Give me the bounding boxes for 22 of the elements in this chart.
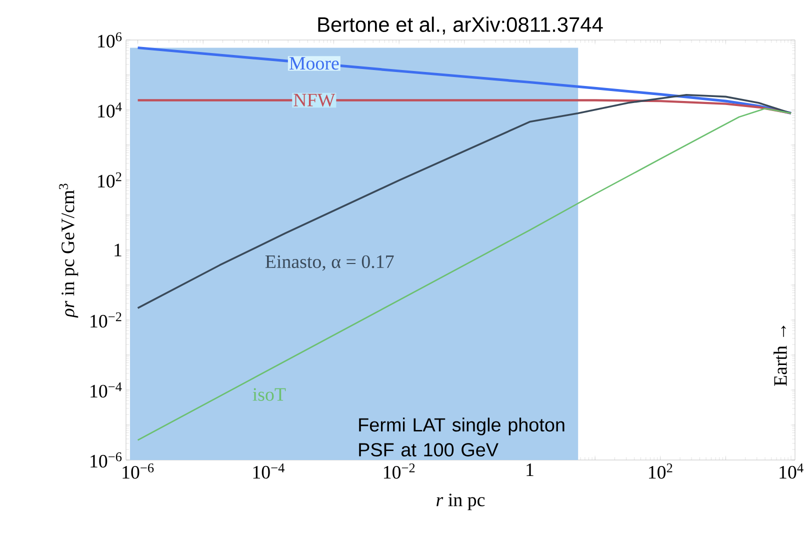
y-axis-title: ρr in pc GeV/cm$^{3}$ [59, 184, 78, 318]
y-tick-label: 10$^{−6}$ [90, 452, 122, 468]
y-tick-label: 10$^{4}$ [98, 102, 122, 118]
series-label: Moore [289, 57, 339, 70]
chart-title: Bertone et al., arXiv:0811.3744 [318, 16, 603, 34]
y-tick-label: 10$^{6}$ [98, 32, 122, 48]
y-tick-label: 10$^{−4}$ [90, 382, 122, 398]
x-tick-label: 10$^{−4}$ [253, 464, 284, 479]
series-label: NFW [294, 94, 336, 107]
x-tick-label: 10$^{−6}$ [122, 464, 154, 479]
x-tick-label: 10$^{2}$ [649, 464, 672, 479]
band-label: Fermi LAT single photon PSF at 100 GeV [359, 418, 564, 456]
x-tick-label: 10$^{4}$ [780, 464, 804, 479]
y-tick-label: 10$^{−2}$ [90, 312, 122, 328]
x-axis-title: r in pc [436, 494, 485, 510]
y-tick-label: 1 [114, 244, 122, 256]
series-label: Einasto, α = 0.17 [265, 255, 394, 271]
x-tick-label: 10$^{−2}$ [384, 464, 415, 479]
y-tick-label: 10$^{2}$ [98, 172, 122, 188]
annotation: Earth → [774, 326, 787, 386]
x-tick-label: 1 [526, 464, 534, 476]
series-label: isoT [252, 388, 286, 401]
